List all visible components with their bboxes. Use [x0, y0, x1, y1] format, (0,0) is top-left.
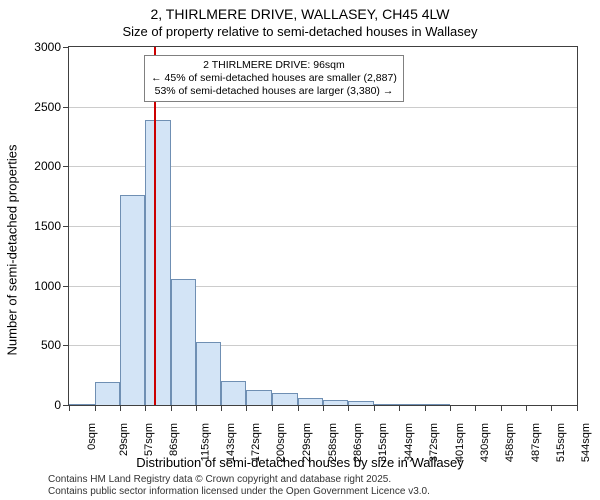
y-tick — [63, 345, 69, 346]
x-tick-label: 57sqm — [143, 423, 155, 456]
x-tick — [272, 405, 273, 411]
x-tick — [95, 405, 96, 411]
histogram-bar — [221, 381, 246, 405]
chart-subtitle: Size of property relative to semi-detach… — [0, 24, 600, 39]
x-tick — [323, 405, 324, 411]
y-axis-label: Number of semi-detached properties — [5, 145, 20, 356]
x-tick — [374, 405, 375, 411]
x-tick-label: 86sqm — [168, 423, 180, 456]
annotation-line: ← 45% of semi-detached houses are smalle… — [151, 72, 397, 85]
x-tick — [501, 405, 502, 411]
attribution-line: Contains public sector information licen… — [48, 486, 592, 498]
y-tick-label: 3000 — [21, 40, 61, 54]
y-tick — [63, 107, 69, 108]
x-tick — [246, 405, 247, 411]
gridline — [69, 107, 577, 108]
x-tick — [171, 405, 172, 411]
x-tick-label: 29sqm — [118, 423, 130, 456]
annotation-line: 53% of semi-detached houses are larger (… — [151, 85, 397, 98]
x-tick — [526, 405, 527, 411]
attribution-line: Contains HM Land Registry data © Crown c… — [48, 474, 592, 486]
histogram-bar — [323, 400, 349, 405]
x-tick — [425, 405, 426, 411]
histogram-bar — [374, 404, 399, 405]
x-tick — [145, 405, 146, 411]
y-tick-label: 2500 — [21, 100, 61, 114]
x-tick — [450, 405, 451, 411]
histogram-bar — [95, 382, 120, 405]
x-tick — [221, 405, 222, 411]
histogram-bar — [272, 393, 298, 405]
histogram-bar — [246, 390, 272, 406]
x-tick — [551, 405, 552, 411]
histogram-bar — [298, 398, 323, 405]
plot-area: 0500100015002000250030000sqm29sqm57sqm86… — [68, 46, 578, 406]
x-tick — [577, 405, 578, 411]
x-tick — [69, 405, 70, 411]
attribution-text: Contains HM Land Registry data © Crown c… — [48, 474, 592, 498]
histogram-bar — [196, 342, 222, 405]
y-tick-label: 1500 — [21, 219, 61, 233]
histogram-bar — [145, 120, 171, 405]
annotation-line: 2 THIRLMERE DRIVE: 96sqm — [151, 59, 397, 72]
y-tick-label: 1000 — [21, 279, 61, 293]
x-tick — [120, 405, 121, 411]
x-tick-label: 0sqm — [86, 423, 98, 450]
histogram-bar — [399, 404, 425, 405]
x-axis-label: Distribution of semi-detached houses by … — [0, 455, 600, 470]
y-tick — [63, 226, 69, 227]
y-tick-label: 500 — [21, 338, 61, 352]
x-tick — [348, 405, 349, 411]
histogram-bar — [69, 404, 95, 405]
histogram-bar — [425, 404, 451, 405]
histogram-bar — [171, 279, 196, 405]
chart-title: 2, THIRLMERE DRIVE, WALLASEY, CH45 4LW — [0, 6, 600, 22]
histogram-bar — [348, 401, 374, 405]
x-tick — [475, 405, 476, 411]
x-tick — [399, 405, 400, 411]
y-tick — [63, 166, 69, 167]
histogram-bar — [120, 195, 146, 405]
y-tick-label: 0 — [21, 398, 61, 412]
x-tick — [298, 405, 299, 411]
x-tick — [196, 405, 197, 411]
y-tick-label: 2000 — [21, 159, 61, 173]
annotation-box: 2 THIRLMERE DRIVE: 96sqm← 45% of semi-de… — [144, 55, 404, 102]
y-tick — [63, 47, 69, 48]
y-tick — [63, 286, 69, 287]
